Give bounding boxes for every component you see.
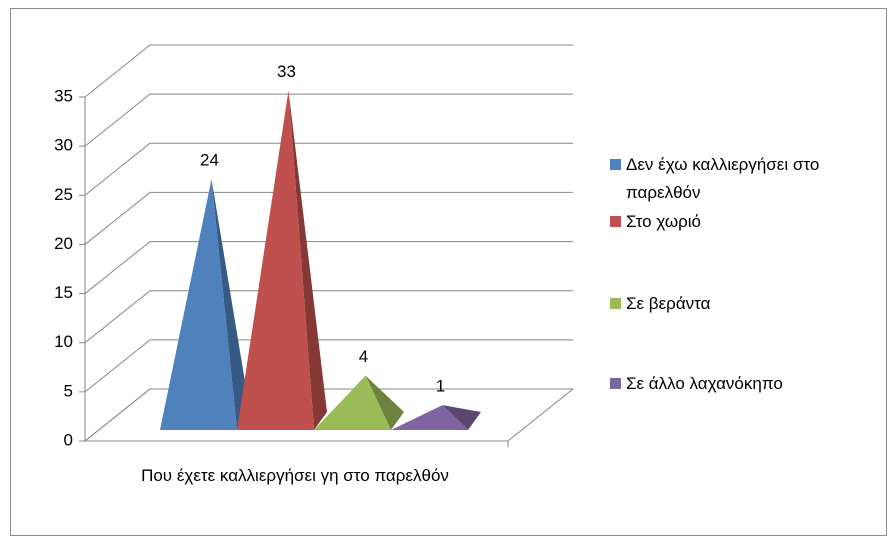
y-tick-label: 25 [54, 185, 73, 204]
pyramid-side [442, 405, 481, 430]
grid-line [84, 142, 573, 196]
legend-swatch [610, 216, 621, 227]
legend-label: Στο χωριό [626, 212, 701, 231]
value-label: 4 [359, 347, 368, 366]
grid-line [84, 388, 573, 442]
pyramid-side [288, 90, 327, 431]
grid-line [84, 339, 573, 393]
legend-swatch [610, 159, 621, 170]
y-tick-label: 30 [54, 136, 73, 155]
y-tick-label: 20 [54, 234, 73, 253]
legend-label: Σε βεράντα [626, 294, 711, 313]
grid-line [84, 191, 573, 245]
legend-entry: Δεν έχω καλλιεργήσει στο παρελθόν [610, 151, 831, 207]
y-tick-label: 10 [54, 332, 73, 351]
legend-entry: Σε βεράντα [610, 290, 831, 318]
legend-entry: Στο χωριό [610, 208, 831, 236]
grid-line [84, 241, 573, 294]
pyramid [160, 179, 237, 430]
value-label: 33 [277, 62, 296, 81]
y-tick-label: 5 [64, 381, 73, 400]
y-tick-label: 35 [54, 86, 73, 105]
category-label: Που έχετε καλλιεργήσει γη στο παρελθόν [141, 466, 449, 485]
value-label: 24 [200, 151, 219, 170]
pyramid [391, 405, 468, 430]
pyramid-side [365, 375, 404, 430]
legend-swatch [610, 378, 621, 389]
legend-label: Σε άλλο λαχανόκηπο [626, 374, 783, 393]
y-tick-label: 15 [54, 283, 73, 302]
grid-line [84, 290, 573, 344]
pyramid-side [211, 179, 250, 430]
value-label: 1 [436, 377, 445, 396]
pyramid [314, 375, 391, 430]
chart-border [10, 8, 887, 536]
pyramid [237, 90, 314, 431]
legend-entry: Σε άλλο λαχανόκηπο [610, 370, 831, 398]
legend-label: Δεν έχω καλλιεργήσει στο παρελθόν [626, 155, 820, 202]
y-tick-label: 0 [64, 430, 73, 449]
grid-line [84, 44, 573, 98]
legend-swatch [610, 298, 621, 309]
grid-line [84, 93, 573, 147]
